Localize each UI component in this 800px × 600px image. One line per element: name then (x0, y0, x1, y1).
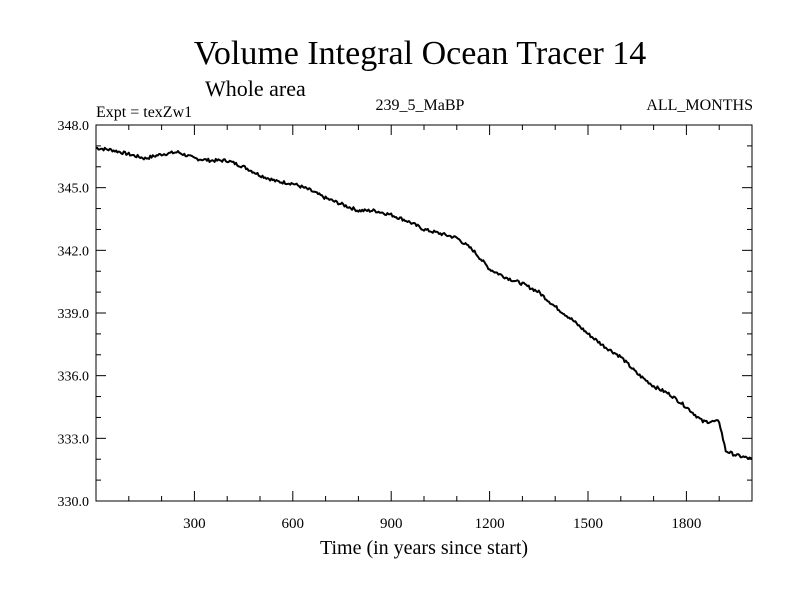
x-tick-label: 900 (380, 516, 403, 532)
y-tick-label: 342.0 (58, 244, 90, 259)
x-tick-label: 600 (282, 516, 305, 532)
tick-labels: 300 600 900 1200 1500 1800 330.0 333.0 336.0 339.… (58, 119, 702, 532)
experiment-label: Expt = texZw1 (96, 104, 192, 121)
y-tick-label: 345.0 (58, 182, 90, 197)
x-axis-label: Time (in years since start) (320, 537, 528, 559)
x-tick-label: 1200 (475, 516, 505, 532)
axis-ticks (96, 125, 752, 501)
y-tick-label: 339.0 (58, 307, 90, 322)
y-tick-label: 333.0 (58, 432, 90, 447)
y-tick-label: 348.0 (58, 119, 90, 134)
chart-title: Volume Integral Ocean Tracer 14 (194, 35, 647, 72)
x-tick-label: 1800 (671, 516, 701, 532)
period-label: 239_5_MaBP (376, 97, 465, 114)
plot-frame (95, 124, 753, 502)
x-tick-label: 300 (183, 516, 206, 532)
x-tick-label: 1500 (573, 516, 603, 532)
chart-subtitle: Whole area (205, 76, 306, 101)
months-label: ALL_MONTHS (646, 97, 753, 114)
tracer-series-line (95, 146, 753, 460)
y-tick-label: 330.0 (58, 495, 90, 510)
y-tick-label: 336.0 (58, 370, 90, 385)
